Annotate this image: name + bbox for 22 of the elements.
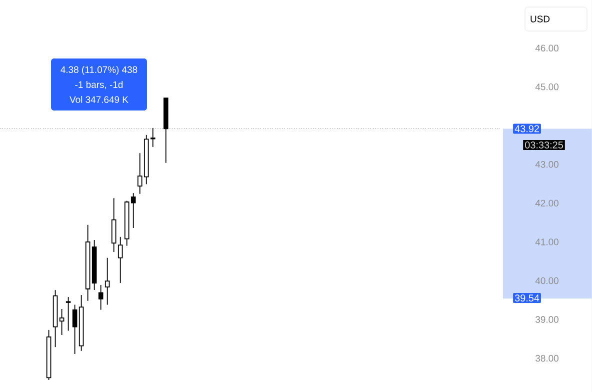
- annotation: 03:33:25: [525, 141, 563, 149]
- y-tick-label: 39.00: [536, 316, 558, 323]
- annotation: USD: [530, 16, 550, 22]
- annotation: 39.54: [514, 294, 540, 302]
- ref-line-label: 43.92: [514, 125, 539, 132]
- candlestick: [98, 284, 104, 310]
- annotation: Vol 347.649 K: [70, 96, 128, 103]
- candlestick: [118, 236, 123, 284]
- candlestick: [72, 304, 78, 354]
- y-tick-label: 38.00: [536, 354, 558, 362]
- y-tick-label: 46.00: [535, 44, 558, 52]
- candlestick: [66, 296, 71, 332]
- candlestick: [59, 308, 64, 336]
- annotation: 4.38 (11.07%) 438: [60, 66, 138, 75]
- candlestick: [104, 257, 110, 306]
- y-tick-label: 41.00: [535, 238, 558, 246]
- candlestick: [111, 198, 116, 252]
- y-tick-label: 45.00: [535, 84, 558, 90]
- y-tick-label: 40.00: [535, 277, 558, 284]
- annotation: -1 bars, -1d: [75, 81, 123, 90]
- y-tick-label: 43.00: [535, 161, 558, 168]
- y-tick-label: 42.00: [535, 200, 558, 207]
